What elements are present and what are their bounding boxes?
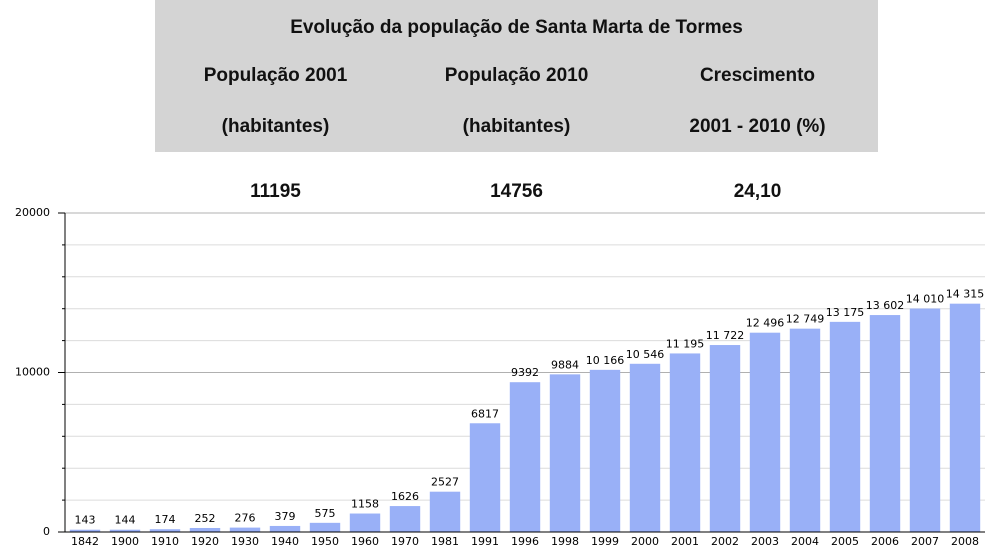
data-row: 11195 14756 24,10	[155, 152, 878, 210]
value-label: 143	[75, 514, 96, 527]
value-label: 2527	[431, 476, 459, 489]
bar	[349, 513, 381, 532]
x-tick-label: 1999	[591, 535, 619, 548]
value-label: 6817	[471, 407, 499, 420]
value-label: 14 315	[946, 288, 985, 301]
value-label: 11 722	[706, 329, 745, 342]
value-label: 13 602	[866, 299, 905, 312]
bar	[629, 363, 661, 532]
x-tick-label: 1981	[431, 535, 459, 548]
data-cell: 14756	[490, 181, 543, 202]
value-label: 12 496	[746, 317, 785, 330]
bar	[229, 527, 261, 532]
header-cell: Crescimento	[699, 65, 816, 86]
bar	[269, 525, 301, 532]
x-tick-label: 1900	[111, 535, 139, 548]
bar	[109, 529, 141, 532]
population-table: Evolução da população de Santa Marta de …	[155, 0, 878, 210]
header-cell: População 2001	[203, 65, 348, 86]
bar	[149, 529, 181, 532]
header-cell: (habitantes)	[462, 116, 571, 137]
value-label: 379	[275, 510, 296, 523]
bar	[509, 382, 541, 532]
table-title: Evolução da população de Santa Marta de …	[155, 0, 878, 50]
bar	[829, 321, 861, 532]
y-tick-label: 10000	[15, 366, 50, 379]
x-tick-label: 1930	[231, 535, 259, 548]
x-tick-label: 1920	[191, 535, 219, 548]
bar	[949, 303, 981, 532]
header-row: (habitantes) (habitantes) 2001 - 2010 (%…	[155, 101, 878, 152]
value-label: 575	[315, 507, 336, 520]
bar	[749, 332, 781, 532]
x-tick-label: 2008	[951, 535, 979, 548]
value-label: 14 010	[906, 293, 945, 306]
header-cell: População 2010	[444, 65, 589, 86]
x-tick-label: 1910	[151, 535, 179, 548]
bar	[869, 315, 901, 532]
x-tick-label: 1991	[471, 535, 499, 548]
value-label: 252	[195, 512, 216, 525]
value-label: 144	[115, 514, 136, 527]
bar	[389, 506, 421, 532]
x-tick-label: 1970	[391, 535, 419, 548]
value-label: 174	[155, 513, 176, 526]
value-label: 10 546	[626, 348, 665, 361]
bar	[69, 529, 101, 532]
header-row: População 2001 População 2010 Cresciment…	[155, 50, 878, 101]
x-tick-label: 1960	[351, 535, 379, 548]
bar	[669, 353, 701, 532]
value-label: 13 175	[826, 306, 865, 319]
value-label: 10 166	[586, 354, 625, 367]
y-tick-label: 0	[43, 525, 50, 538]
bar	[469, 423, 501, 532]
value-label: 9884	[551, 358, 579, 371]
bar	[549, 374, 581, 532]
x-tick-label: 2001	[671, 535, 699, 548]
value-label: 11 195	[666, 337, 705, 350]
x-tick-label: 1842	[71, 535, 99, 548]
x-tick-label: 2000	[631, 535, 659, 548]
x-tick-label: 2002	[711, 535, 739, 548]
bar	[309, 522, 341, 532]
value-label: 9392	[511, 366, 539, 379]
x-tick-label: 2004	[791, 535, 819, 548]
bar	[709, 345, 741, 532]
data-cell: 24,10	[733, 181, 782, 202]
bar	[789, 328, 821, 532]
x-tick-label: 1996	[511, 535, 539, 548]
x-tick-label: 1940	[271, 535, 299, 548]
value-label: 1626	[391, 490, 419, 503]
x-tick-label: 2003	[751, 535, 779, 548]
x-tick-label: 2006	[871, 535, 899, 548]
value-label: 12 749	[786, 313, 825, 326]
data-cell: 11195	[250, 181, 301, 202]
x-tick-label: 1998	[551, 535, 579, 548]
header-cell: (habitantes)	[221, 116, 330, 137]
value-label: 1158	[351, 498, 379, 511]
bar	[909, 308, 941, 532]
x-tick-label: 2005	[831, 535, 859, 548]
header-cell: 2001 - 2010 (%)	[689, 116, 826, 137]
x-tick-label: 2007	[911, 535, 939, 548]
value-label: 276	[235, 512, 256, 525]
bar	[589, 369, 621, 532]
y-tick-label: 20000	[15, 206, 50, 219]
bar	[429, 491, 461, 532]
bar	[189, 527, 221, 532]
x-tick-label: 1950	[311, 535, 339, 548]
